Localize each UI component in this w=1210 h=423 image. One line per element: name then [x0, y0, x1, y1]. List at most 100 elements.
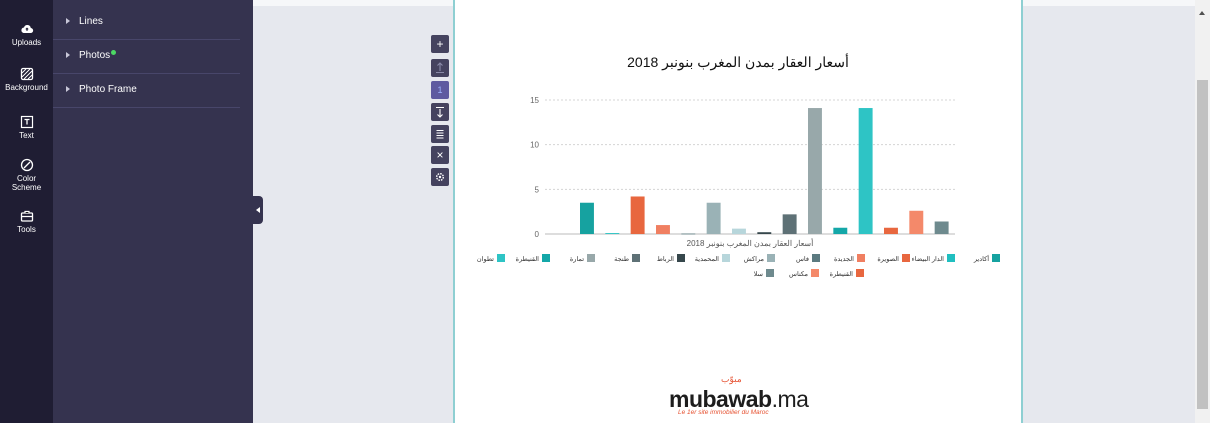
chart-title: أسعار العقار بمدن المغرب بنونبر 2018	[627, 54, 849, 70]
legend-swatch	[766, 269, 774, 277]
rail-label-text: Text	[19, 131, 34, 140]
y-tick-label: 5	[535, 185, 540, 194]
document-page[interactable]: أسعار العقار بمدن المغرب بنونبر 2018 0 5 1…	[453, 0, 1023, 423]
panel-item-lines[interactable]: Lines	[53, 6, 240, 40]
legend-label: المحمدية	[695, 255, 719, 263]
legend-label: سلا	[754, 270, 764, 278]
legend-swatch	[856, 269, 864, 277]
text-icon	[20, 115, 33, 129]
panel-item-photo-frame[interactable]: Photo Frame	[53, 74, 240, 108]
bar	[605, 233, 620, 234]
add-page-button[interactable]: +	[431, 35, 449, 53]
legend-swatch	[767, 254, 775, 262]
palette-icon	[20, 158, 33, 172]
legend-label: الرباط	[657, 255, 674, 263]
legend-swatch	[947, 254, 955, 262]
move-up-button[interactable]	[431, 59, 449, 77]
bar	[732, 228, 746, 234]
delete-page-button[interactable]: ×	[431, 146, 449, 164]
bar	[681, 233, 696, 235]
caret-right-icon	[66, 18, 70, 24]
scroll-thumb[interactable]	[1197, 80, 1208, 409]
legend-label: القنيطرة	[830, 270, 854, 278]
rail-label-scheme: Scheme	[11, 183, 42, 192]
legend-label: الجديدة	[834, 255, 854, 263]
legend-label: القنيطرة	[516, 255, 540, 263]
left-rail: Uploads Background Text Color Scheme Too…	[0, 0, 53, 423]
new-indicator-dot	[111, 50, 117, 55]
legend-label: طنجة	[614, 255, 630, 263]
rail-item-color-scheme[interactable]: Color Scheme	[0, 158, 53, 192]
logo-arabic-text: مبوّب	[721, 374, 742, 384]
y-tick-label: 0	[535, 230, 540, 239]
cloud-upload-icon	[20, 25, 33, 34]
mubawab-logo: mubawab.ma	[669, 386, 809, 413]
move-down-button[interactable]	[431, 103, 449, 121]
legend-swatch	[811, 269, 819, 277]
legend-swatch	[587, 254, 595, 262]
legend-swatch	[632, 254, 640, 262]
panel-item-label: Lines	[79, 16, 103, 27]
legend-swatch	[722, 254, 730, 262]
legend-swatch	[497, 254, 505, 262]
legend-swatch	[677, 254, 685, 262]
x-axis-title: أسعار العقار بمدن المغرب بنونبر 2018	[687, 237, 814, 248]
y-tick-label: 15	[530, 96, 539, 105]
legend-swatch	[992, 254, 1000, 262]
bar	[833, 227, 848, 234]
bar	[909, 210, 924, 234]
toolbox-icon	[20, 210, 33, 222]
legend-label: مراكش	[744, 255, 765, 263]
legend-label: تمارة	[570, 255, 584, 263]
side-panel: Lines Photos Photo Frame	[53, 0, 253, 423]
legend-swatch	[902, 254, 910, 262]
bar	[580, 202, 594, 234]
legend-swatch	[857, 254, 865, 262]
y-tick-label: 10	[530, 141, 539, 150]
bar	[706, 202, 721, 234]
rail-label-tools: Tools	[17, 225, 36, 234]
rail-item-background[interactable]: Background	[0, 67, 53, 92]
rail-item-text[interactable]: Text	[0, 115, 53, 140]
legend-swatch	[812, 254, 820, 262]
legend-label: مكناس	[789, 270, 808, 278]
page-settings-button[interactable]	[431, 168, 449, 186]
collapse-panel-button[interactable]	[253, 196, 263, 224]
panel-item-label: Photos	[79, 50, 111, 61]
bar	[757, 232, 772, 234]
legend-label: تطوان	[477, 255, 494, 263]
background-pattern-icon	[20, 67, 33, 81]
arrow-up-icon	[436, 62, 444, 74]
page-settings-list-button[interactable]	[431, 125, 449, 143]
arrow-down-icon	[436, 106, 444, 118]
list-icon	[436, 129, 444, 139]
bar	[630, 196, 645, 234]
legend-label: فاس	[796, 255, 809, 263]
rail-label-background: Background	[5, 83, 48, 92]
gear-icon	[435, 172, 444, 181]
caret-right-icon	[66, 86, 70, 92]
rail-label-color: Color	[16, 174, 37, 183]
caret-right-icon	[66, 52, 70, 58]
legend-swatch	[542, 254, 550, 262]
legend-label: أكادير	[973, 253, 989, 263]
bar-chart[interactable]: 0 5 10 15 أسعار العقار بمدن المغرب بنونبر 20…	[455, 0, 1021, 300]
legend-label: الدار البيضاء	[912, 255, 945, 263]
logo-tld: .ma	[771, 386, 809, 412]
panel-item-label: Photo Frame	[79, 84, 137, 95]
bar	[782, 214, 797, 234]
rail-item-uploads[interactable]: Uploads	[0, 22, 53, 47]
scroll-up-arrow-icon[interactable]	[1199, 11, 1205, 15]
bar	[808, 108, 822, 234]
rail-label-uploads: Uploads	[11, 38, 42, 47]
vertical-scrollbar[interactable]	[1195, 0, 1210, 423]
panel-item-photos[interactable]: Photos	[53, 40, 240, 74]
page-number: 1	[431, 81, 449, 99]
logo-tagline: Le 1er site immobilier du Maroc	[678, 409, 769, 416]
logo-text: mubawab	[669, 386, 772, 412]
legend-label: الصويرة	[877, 255, 899, 263]
bar	[858, 108, 873, 234]
bar	[934, 221, 949, 234]
bar	[884, 227, 898, 234]
rail-item-tools[interactable]: Tools	[0, 209, 53, 234]
